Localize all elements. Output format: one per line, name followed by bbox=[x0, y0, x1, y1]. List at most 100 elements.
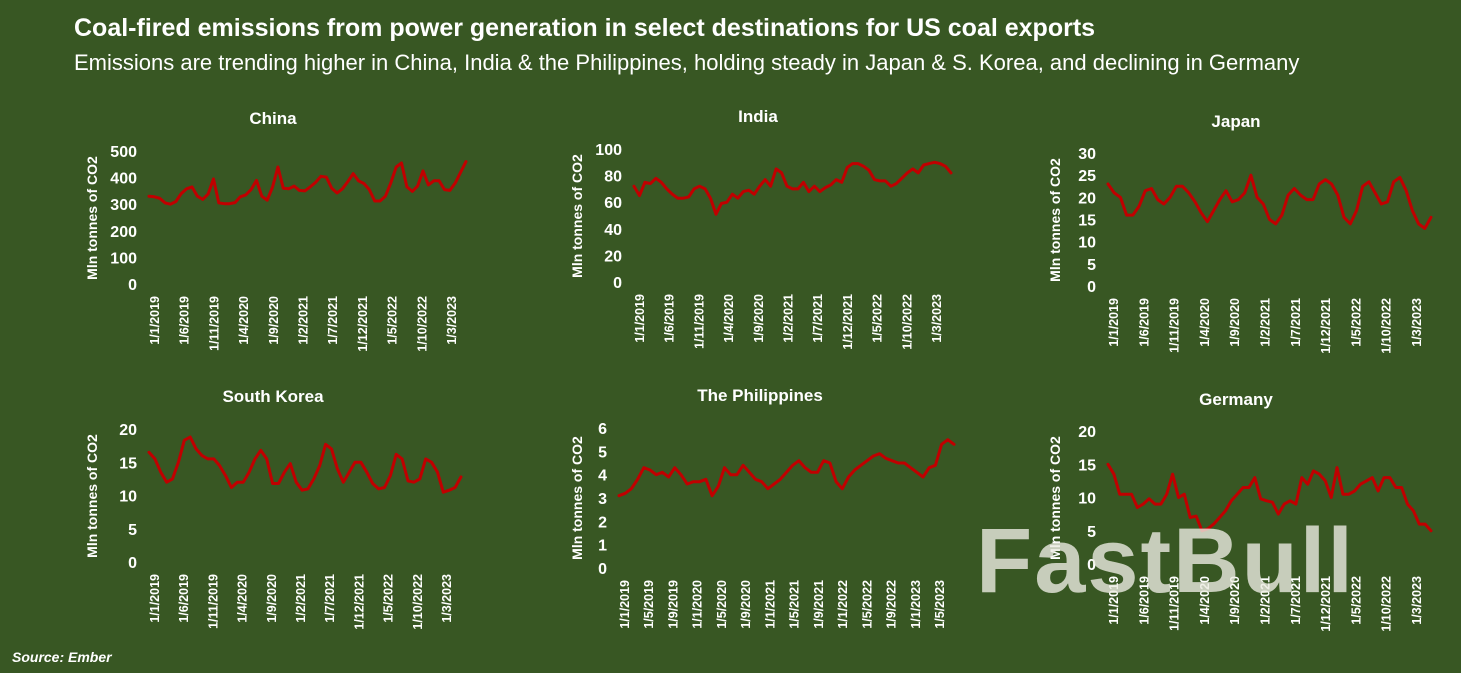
the-philippines-x-tick-label: 1/9/2022 bbox=[885, 580, 899, 629]
source-note: Source: Ember bbox=[12, 649, 112, 665]
japan-y-tick-label: 0 bbox=[1087, 279, 1096, 296]
the-philippines-y-tick-label: 3 bbox=[598, 491, 607, 508]
china-y-tick-label: 100 bbox=[110, 250, 137, 267]
japan-y-tick-label: 20 bbox=[1078, 190, 1096, 207]
japan-x-tick-label: 1/6/2019 bbox=[1137, 298, 1151, 347]
germany-panel-title: Germany bbox=[1199, 390, 1273, 409]
south-korea-x-tick-label: 1/7/2021 bbox=[323, 574, 337, 623]
japan-x-tick-label: 1/2/2021 bbox=[1259, 298, 1273, 347]
the-philippines-y-tick-label: 2 bbox=[598, 514, 607, 531]
germany-y-tick-label: 0 bbox=[1087, 557, 1096, 574]
the-philippines-panel-title: The Philippines bbox=[697, 386, 823, 405]
germany-x-tick-label: 1/12/2021 bbox=[1319, 576, 1333, 632]
japan-x-tick-label: 1/4/2020 bbox=[1198, 298, 1212, 347]
india-y-axis-label: Mln tonnes of CO2 bbox=[569, 154, 585, 278]
china-x-tick-label: 1/11/2019 bbox=[207, 296, 221, 351]
china-y-tick-label: 0 bbox=[128, 277, 137, 294]
the-philippines-x-tick-label: 1/1/2019 bbox=[618, 580, 632, 629]
china-y-axis-label: Mln tonnes of CO2 bbox=[84, 156, 100, 280]
south-korea-y-tick-label: 10 bbox=[119, 489, 137, 506]
china-x-tick-label: 1/10/2022 bbox=[415, 296, 429, 352]
india-y-tick-label: 80 bbox=[604, 169, 622, 186]
china-x-tick-label: 1/12/2021 bbox=[356, 296, 370, 352]
china-panel-title: China bbox=[249, 109, 297, 128]
germany-x-tick-label: 1/11/2019 bbox=[1168, 576, 1182, 631]
india-x-tick-label: 1/1/2019 bbox=[633, 294, 647, 343]
south-korea-y-tick-label: 20 bbox=[119, 422, 137, 439]
south-korea-x-tick-label: 1/2/2021 bbox=[294, 574, 308, 623]
south-korea-y-tick-label: 15 bbox=[119, 455, 137, 472]
main-title: Coal-fired emissions from power generati… bbox=[74, 14, 1096, 42]
japan-y-axis-label: Mln tonnes of CO2 bbox=[1047, 158, 1063, 282]
south-korea-x-tick-label: 1/6/2019 bbox=[177, 574, 191, 623]
south-korea-y-tick-label: 0 bbox=[128, 555, 137, 572]
china-x-tick-label: 1/7/2021 bbox=[326, 296, 340, 345]
south-korea-x-tick-label: 1/1/2019 bbox=[148, 574, 162, 623]
china-y-tick-label: 500 bbox=[110, 144, 137, 161]
china-series-line bbox=[147, 160, 468, 206]
germany-x-tick-label: 1/5/2022 bbox=[1349, 576, 1363, 625]
the-philippines-x-tick-label: 1/1/2021 bbox=[763, 580, 777, 629]
germany-series-line bbox=[1106, 462, 1433, 533]
japan-y-tick-label: 10 bbox=[1078, 235, 1096, 252]
china-x-tick-label: 1/6/2019 bbox=[178, 296, 192, 345]
germany-y-tick-label: 5 bbox=[1087, 524, 1096, 541]
watermark-logo: FastBull bbox=[976, 510, 1355, 612]
south-korea-x-tick-label: 1/3/2023 bbox=[440, 574, 454, 623]
south-korea-x-tick-label: 1/4/2020 bbox=[236, 574, 250, 623]
the-philippines-x-tick-label: 1/5/2021 bbox=[788, 580, 802, 629]
the-philippines-x-tick-label: 1/1/2022 bbox=[836, 580, 850, 629]
india-x-tick-label: 1/7/2021 bbox=[811, 294, 825, 343]
the-philippines-y-tick-label: 0 bbox=[598, 561, 607, 578]
japan-x-tick-label: 1/5/2022 bbox=[1349, 298, 1363, 347]
germany-x-tick-label: 1/4/2020 bbox=[1198, 576, 1212, 625]
germany-y-axis-label: Mln tonnes of CO2 bbox=[1047, 436, 1063, 560]
india-x-tick-label: 1/6/2019 bbox=[663, 294, 677, 343]
india-x-tick-label: 1/4/2020 bbox=[722, 294, 736, 343]
india-y-tick-label: 60 bbox=[604, 195, 622, 212]
india-x-tick-label: 1/12/2021 bbox=[841, 294, 855, 350]
the-philippines-y-axis-label: Mln tonnes of CO2 bbox=[569, 436, 585, 560]
japan-panel-title: Japan bbox=[1211, 112, 1260, 131]
china-x-tick-label: 1/4/2020 bbox=[237, 296, 251, 345]
japan-x-tick-label: 1/10/2022 bbox=[1380, 298, 1394, 354]
china-y-tick-label: 300 bbox=[110, 197, 137, 214]
germany-x-tick-label: 1/1/2019 bbox=[1107, 576, 1121, 625]
the-philippines-series-line bbox=[617, 438, 956, 498]
south-korea-x-tick-label: 1/11/2019 bbox=[206, 574, 220, 629]
main-subtitle: Emissions are trending higher in China, … bbox=[74, 50, 1300, 75]
india-x-tick-label: 1/10/2022 bbox=[900, 294, 914, 350]
india-x-tick-label: 1/9/2020 bbox=[752, 294, 766, 343]
the-philippines-x-tick-label: 1/9/2020 bbox=[739, 580, 753, 629]
india-series-line bbox=[632, 160, 953, 216]
the-philippines-x-tick-label: 1/5/2023 bbox=[933, 580, 947, 629]
india-panel-title: India bbox=[738, 107, 778, 126]
germany-x-tick-label: 1/10/2022 bbox=[1380, 576, 1394, 632]
china-x-tick-label: 1/5/2022 bbox=[386, 296, 400, 345]
india-y-tick-label: 0 bbox=[613, 275, 622, 292]
india-y-tick-label: 100 bbox=[595, 142, 622, 159]
germany-y-tick-label: 15 bbox=[1078, 457, 1096, 474]
india-x-tick-label: 1/2/2021 bbox=[782, 294, 796, 343]
japan-series-line bbox=[1106, 173, 1433, 230]
south-korea-y-axis-label: Mln tonnes of CO2 bbox=[84, 434, 100, 558]
japan-x-tick-label: 1/11/2019 bbox=[1168, 298, 1182, 353]
japan-x-tick-label: 1/1/2019 bbox=[1107, 298, 1121, 347]
india-x-tick-label: 1/11/2019 bbox=[692, 294, 706, 349]
germany-y-tick-label: 20 bbox=[1078, 424, 1096, 441]
japan-y-tick-label: 15 bbox=[1078, 213, 1096, 230]
india-y-tick-label: 40 bbox=[604, 222, 622, 239]
india-y-tick-label: 20 bbox=[604, 248, 622, 265]
south-korea-x-tick-label: 1/5/2022 bbox=[382, 574, 396, 623]
germany-x-tick-label: 1/6/2019 bbox=[1137, 576, 1151, 625]
the-philippines-y-tick-label: 6 bbox=[598, 421, 607, 438]
south-korea-x-tick-label: 1/10/2022 bbox=[411, 574, 425, 630]
the-philippines-x-tick-label: 1/1/2023 bbox=[909, 580, 923, 629]
the-philippines-x-tick-label: 1/5/2020 bbox=[715, 580, 729, 629]
south-korea-series-line bbox=[147, 435, 463, 494]
japan-y-tick-label: 5 bbox=[1087, 257, 1096, 274]
germany-y-tick-label: 10 bbox=[1078, 491, 1096, 508]
germany-x-tick-label: 1/9/2020 bbox=[1228, 576, 1242, 625]
south-korea-x-tick-label: 1/12/2021 bbox=[352, 574, 366, 630]
